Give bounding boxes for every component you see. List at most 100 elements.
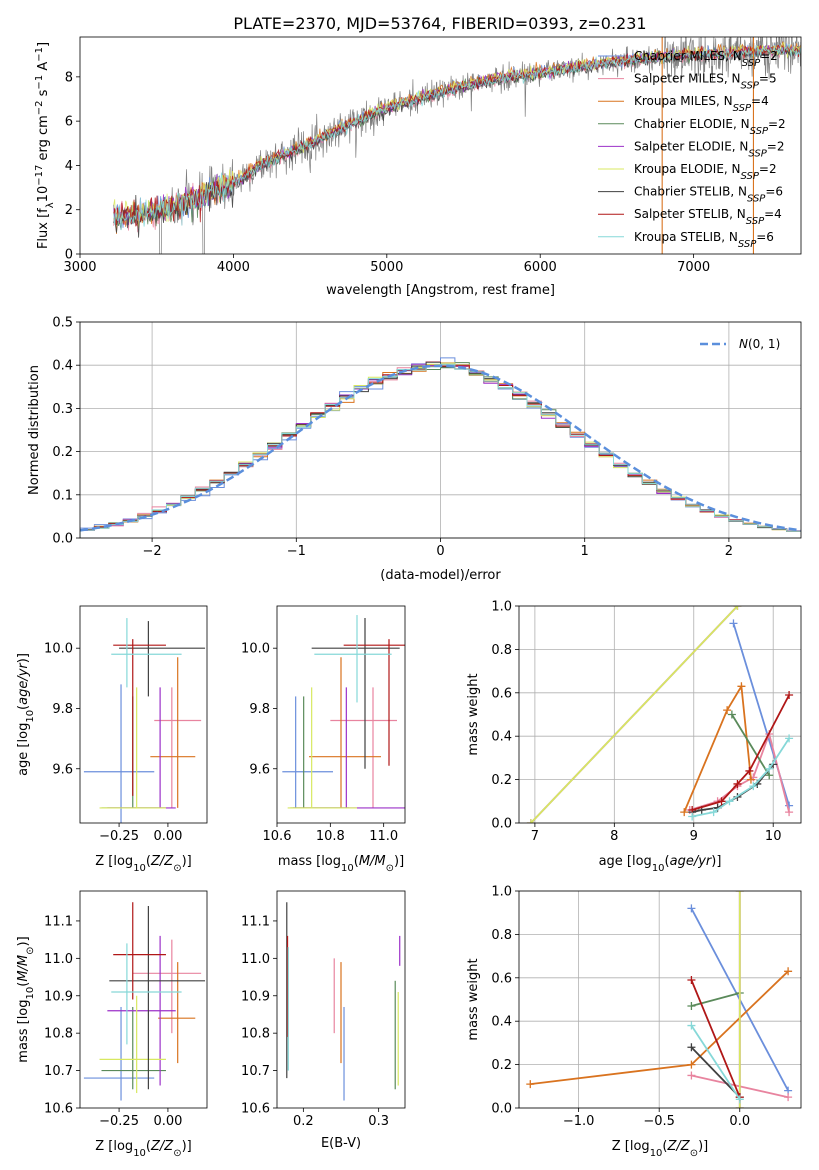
x-tick-label: 11.0 bbox=[369, 829, 398, 844]
series-line-salpeter-stelib bbox=[690, 979, 741, 1098]
label-part: 10 bbox=[341, 863, 354, 874]
label-part: =2 bbox=[760, 49, 778, 63]
label-part: =4 bbox=[751, 94, 769, 108]
y-tick-label: 0.0 bbox=[52, 532, 73, 547]
label-part: A bbox=[36, 62, 51, 75]
x-tick-label: 2 bbox=[725, 544, 733, 559]
plot-area bbox=[282, 615, 405, 809]
label-part: ( bbox=[146, 1139, 151, 1154]
y-tick-label: 6 bbox=[65, 115, 73, 130]
label-part: SSP bbox=[741, 171, 760, 182]
label-part: Z/Z bbox=[150, 1139, 174, 1154]
label-part: )] bbox=[394, 854, 404, 869]
label-part: ⊙ bbox=[173, 863, 181, 874]
y-tick-label: 0.4 bbox=[491, 730, 512, 745]
label-part: =2 bbox=[767, 139, 785, 153]
legend-label: Chabrier ELODIE, NSSP=2 bbox=[634, 117, 786, 137]
point-marker bbox=[733, 779, 742, 788]
axes-frame bbox=[276, 605, 406, 824]
point-marker bbox=[680, 808, 689, 817]
y-tick-label: 0.6 bbox=[491, 971, 512, 986]
y-tick-label: 10.7 bbox=[241, 1064, 270, 1079]
y-tick-label: 0.8 bbox=[491, 643, 512, 658]
y-tick-label: 0.8 bbox=[491, 928, 512, 943]
label-part: −17 bbox=[34, 165, 45, 186]
y-tick-label: 0.6 bbox=[491, 686, 512, 701]
legend-label: Chabrier STELIB, NSSP=6 bbox=[634, 185, 783, 205]
label-part: 10 bbox=[650, 1148, 663, 1159]
y-tick-label: 1.0 bbox=[491, 600, 512, 615]
residual-histogram-panel: −2 −1 0 1 2 0.0 0.1 0.2 0.3 0.4 0.5 (data-model)/er… bbox=[27, 316, 802, 583]
x-tick-label: 0.00 bbox=[153, 829, 182, 844]
label-part: age/yr bbox=[16, 662, 31, 705]
label-part: M/M bbox=[359, 854, 386, 869]
x-axis-label: Z [log10(Z/Z⊙)] bbox=[612, 1139, 709, 1159]
label-part: age [log bbox=[16, 723, 31, 776]
series-line-chabrier-elodie bbox=[731, 714, 770, 776]
y-tick-label: 4 bbox=[65, 159, 73, 174]
label-part: Z [log bbox=[95, 854, 133, 869]
x-tick-label: 0.2 bbox=[293, 1114, 314, 1129]
x-tick-label: 8 bbox=[610, 829, 618, 844]
label-part: 10 bbox=[652, 863, 665, 874]
label-part: SSP bbox=[748, 148, 767, 159]
y-tick-label: 10.8 bbox=[44, 1027, 73, 1042]
point-marker bbox=[735, 891, 744, 895]
x-tick-label: −0.5 bbox=[643, 1114, 675, 1129]
plot-area bbox=[80, 357, 801, 538]
label-part: ( bbox=[16, 982, 31, 987]
legend-label: Salpeter MILES, NSSP=5 bbox=[634, 72, 777, 92]
label-part: Flux [f bbox=[36, 208, 51, 249]
legend-label: Chabrier MILES, NSSP=2 bbox=[634, 49, 778, 69]
plot-area bbox=[526, 891, 793, 1108]
weight-vs-metallicity-panel: −1.0 −0.5 0.0 0.0 0.2 0.4 0.6 0.8 1.0 Z [log10(Z/… bbox=[466, 885, 802, 1159]
y-tick-label: 11.1 bbox=[44, 914, 73, 929]
x-axis-label: Z [log10(Z/Z⊙)] bbox=[95, 1139, 192, 1159]
label-part: N bbox=[739, 337, 748, 351]
x-tick-label: 0 bbox=[436, 544, 444, 559]
point-marker bbox=[784, 967, 793, 976]
axes-frame bbox=[276, 890, 406, 1109]
label-part: s bbox=[36, 89, 51, 100]
y-axis-label: mass weight bbox=[466, 958, 481, 1040]
point-marker bbox=[687, 1021, 696, 1030]
label-part: SSP bbox=[746, 216, 765, 227]
label-part: Z [log bbox=[612, 1139, 650, 1154]
point-marker bbox=[735, 1104, 744, 1108]
label-part: 10 bbox=[25, 710, 36, 723]
y-tick-label: 9.8 bbox=[249, 702, 270, 717]
point-marker bbox=[785, 690, 794, 699]
y-tick-label: 0.1 bbox=[52, 488, 73, 503]
label-part: (0, 1) bbox=[748, 337, 780, 351]
label-part: =5 bbox=[759, 72, 777, 86]
series-line-kroupa-miles bbox=[683, 683, 752, 813]
y-axis-label: Flux [fλ10−17 erg cm−2 s−1 A−1] bbox=[34, 42, 56, 249]
point-marker bbox=[687, 975, 696, 984]
y-tick-label: 8 bbox=[65, 70, 73, 85]
label-part: Kroupa STELIB, N bbox=[634, 230, 738, 244]
x-tick-label: −0.25 bbox=[99, 829, 139, 844]
legend-label: Kroupa ELODIE, NSSP=2 bbox=[634, 162, 777, 182]
label-part: M/M bbox=[16, 955, 31, 982]
plot-area bbox=[113, 37, 801, 254]
point-marker bbox=[717, 797, 726, 806]
x-tick-label: 7 bbox=[531, 829, 539, 844]
x-tick-label: 9 bbox=[690, 829, 698, 844]
axes-frame bbox=[79, 321, 802, 539]
label-part: SSP bbox=[742, 58, 761, 69]
y-tick-label: 10.0 bbox=[44, 642, 73, 657]
label-part: SSP bbox=[750, 125, 769, 136]
label-part: ⊙ bbox=[25, 946, 36, 954]
x-tick-label: 7000 bbox=[677, 260, 710, 275]
y-tick-label: 9.6 bbox=[249, 762, 270, 777]
x-tick-label: 6000 bbox=[524, 260, 557, 275]
y-tick-label: 0.5 bbox=[52, 316, 73, 331]
x-tick-label: 5000 bbox=[370, 260, 403, 275]
axes-frame bbox=[79, 890, 208, 1109]
x-tick-label: 10.6 bbox=[263, 829, 292, 844]
age-vs-metallicity-panel: −0.25 0.009.69.810.0Z [log10(Z/Z⊙)]age [l… bbox=[16, 605, 208, 874]
y-axis-label: mass [log10(M/M⊙)] bbox=[16, 936, 36, 1062]
label-part: =2 bbox=[768, 117, 786, 131]
